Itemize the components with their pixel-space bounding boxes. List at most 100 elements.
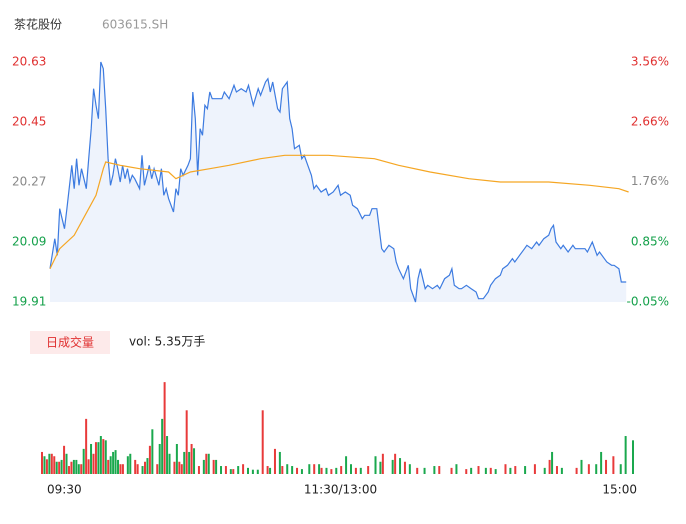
chart-subtitle: 603615.SH [102,18,168,32]
volume-bar [212,459,215,474]
volume-bar [354,467,357,474]
y-tick-label: 20.45 [12,115,46,129]
volume-bar [190,443,193,474]
volume-bar [67,466,70,474]
chart-title: 茶花股份 [14,17,62,32]
volume-bar [117,459,120,474]
volume-bar [450,467,453,474]
volume-bar [256,469,259,474]
volume-bar [345,456,348,474]
volume-bar [104,440,107,474]
volume-bar [273,448,276,474]
volume-bar [374,456,377,474]
volume-bar [325,467,328,474]
volume-bar [136,464,139,474]
volume-bar [109,456,112,474]
volume-bar [494,469,497,474]
volume-bar [92,453,95,474]
volume-bar [207,453,210,474]
volume-badge [30,331,110,354]
volume-bar [197,466,200,474]
y2-tick-label: 1.76% [631,174,669,188]
volume-bar [107,459,110,474]
volume-bar [58,461,61,474]
volume-bar [205,453,208,474]
volume-bar [296,467,299,474]
volume-bar [470,467,473,474]
volume-bar [624,436,627,474]
volume-bar [367,466,370,474]
volume-bar [41,451,43,474]
volume-bar [178,461,181,474]
volume-bar [215,459,218,474]
volume-bar [514,466,517,474]
volume-bar [266,466,269,474]
volume-bar [188,451,191,474]
volume-bar [114,450,117,474]
volume-bar [82,448,85,474]
volume-bar [261,410,264,474]
volume-bar [185,410,188,474]
volume-bar [119,464,122,474]
volume-bar [587,464,590,474]
volume-bar [423,467,426,474]
volume-bar [229,469,232,474]
volume-bar [246,467,249,474]
volume-bar [416,467,419,474]
volume-bar [524,466,527,474]
volume-bar [349,464,352,474]
volume-bar [543,467,546,474]
volume-bar [90,443,93,474]
volume-bar [489,467,492,474]
y2-tick-label: 0.85% [631,235,669,249]
volume-bar [129,453,132,474]
price-line [49,61,627,303]
average-line [49,154,629,269]
volume-bar [580,459,583,474]
volume-bar [232,469,235,474]
volume-bar [94,442,97,474]
volume-bar [65,453,68,474]
volume-bar [600,451,603,474]
volume-bar [455,464,458,474]
volume-bar [141,466,144,474]
volume-bar [60,459,63,474]
volume-bar [632,440,634,474]
volume-bar [313,464,316,474]
x-tick-label: 09:30 [47,483,82,497]
volume-bar [202,459,205,474]
volume-bar [175,443,178,474]
volume-bar [575,467,578,474]
volume-bar [251,469,254,474]
volume-bar [281,466,284,474]
volume-bar [55,461,58,474]
volume-bar [533,464,536,474]
x-tick-label: 15:00 [602,483,637,497]
volume-bar [126,456,129,474]
volume-bar [87,459,90,474]
volume-bar [438,466,441,474]
volume-bar [183,451,186,474]
volume-bar [72,459,75,474]
volume-bar [163,382,166,474]
volume-bar [43,456,46,474]
volume-bar [408,464,411,474]
volume-bar [242,464,245,474]
volume-bar [477,466,480,474]
volume-bar [359,467,362,474]
volume-bar [595,464,598,474]
volume-bar [300,469,303,474]
volume-bar [320,467,323,474]
volume-bar [555,466,558,474]
volume-bar [97,442,100,474]
volume-bar [166,436,169,474]
volume-bar [278,451,281,474]
volume-bar [340,466,343,474]
volume-bar [45,459,48,474]
volume-bar [224,466,227,474]
volume-bar [504,464,507,474]
volume-bar [612,456,615,474]
volume-bar [291,466,294,474]
volume-bar [193,448,196,474]
